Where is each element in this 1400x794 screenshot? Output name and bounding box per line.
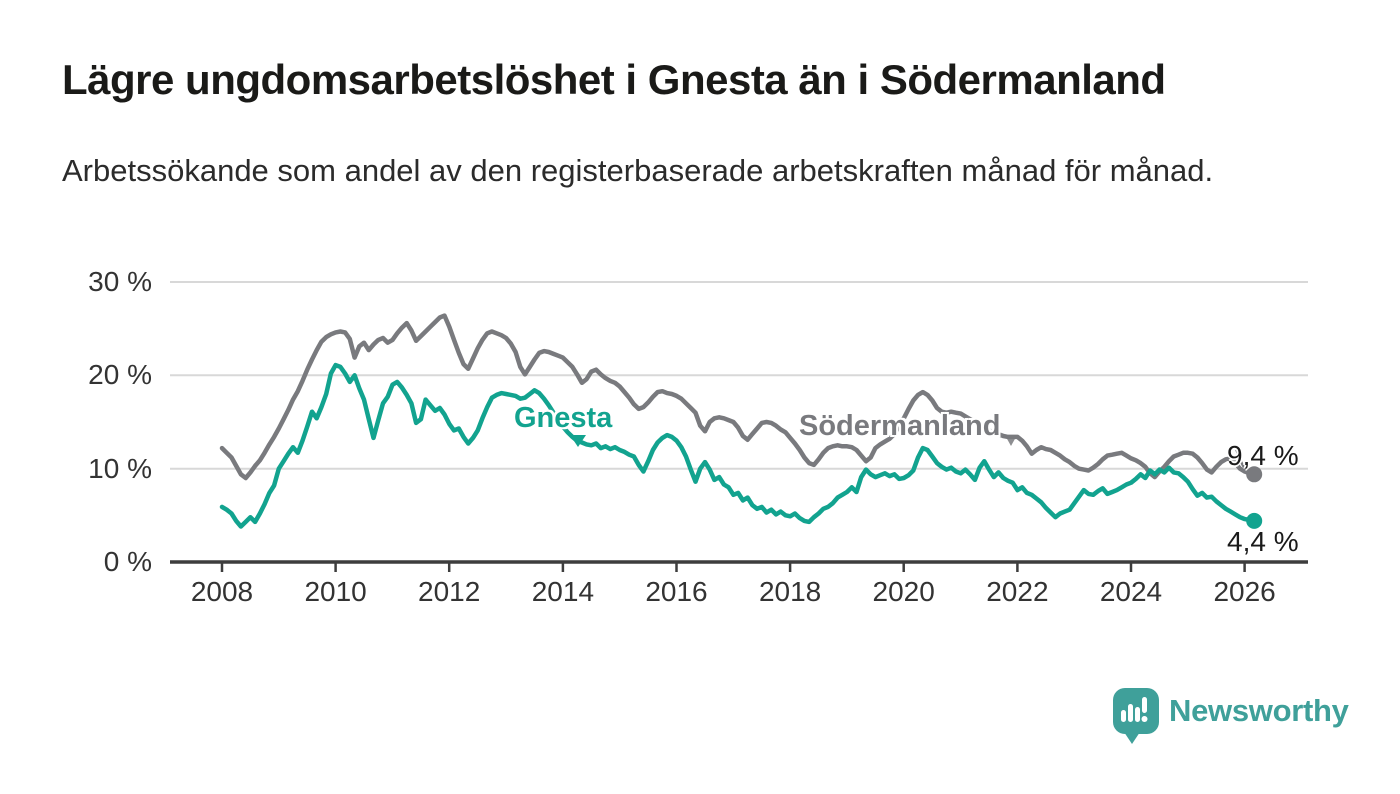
- x-tick-label-2020: 2020: [872, 576, 935, 607]
- soderman-line-label: Södermanland: [799, 410, 1001, 442]
- brand-footer: Newsworthy: [1113, 686, 1349, 744]
- soderman-label-pointer-icon: [1006, 437, 1016, 446]
- speech-bubble-tail-icon: [1124, 732, 1140, 744]
- soderman-end-value-label: 9,4 %: [1227, 440, 1299, 471]
- x-tick-label-2012: 2012: [418, 576, 481, 607]
- gnesta-label-pointer-icon: [570, 435, 586, 447]
- x-tick-label-2026: 2026: [1213, 576, 1276, 607]
- gnesta-end-value-label: 4,4 %: [1227, 526, 1299, 557]
- x-axis-ticks: [220, 563, 1246, 572]
- y-tick-label-0: 0 %: [103, 546, 152, 577]
- y-tick-label-20: 20 %: [88, 359, 152, 390]
- brand-name: Newsworthy: [1169, 693, 1349, 728]
- x-tick-label-2024: 2024: [1099, 576, 1163, 607]
- x-tick-label-2018: 2018: [758, 576, 822, 607]
- gnesta-line: [219, 362, 1257, 529]
- page-title: Lägre ungdomsarbetslöshet i Gnesta än i …: [62, 56, 1166, 103]
- x-tick-label-2014: 2014: [531, 576, 595, 607]
- bar-chart-exclamation-icon: [1121, 697, 1148, 722]
- gnesta-line-label: Gnesta: [514, 402, 613, 434]
- y-tick-label-10: 10 %: [88, 453, 152, 484]
- x-tick-label-2016: 2016: [645, 576, 708, 607]
- x-tick-label-2008: 2008: [190, 576, 254, 607]
- x-tick-label-2022: 2022: [986, 576, 1049, 607]
- newsworthy-logo-icon: [1113, 688, 1159, 744]
- page-subtitle: Arbetssökande som andel av den registerb…: [62, 153, 1214, 188]
- gnesta-end-dot: [1246, 512, 1263, 529]
- soderman-line: [219, 313, 1257, 481]
- x-tick-label-2010: 2010: [304, 576, 367, 607]
- y-tick-label-30: 30 %: [88, 266, 152, 297]
- soderman-end-dot: [1246, 466, 1263, 483]
